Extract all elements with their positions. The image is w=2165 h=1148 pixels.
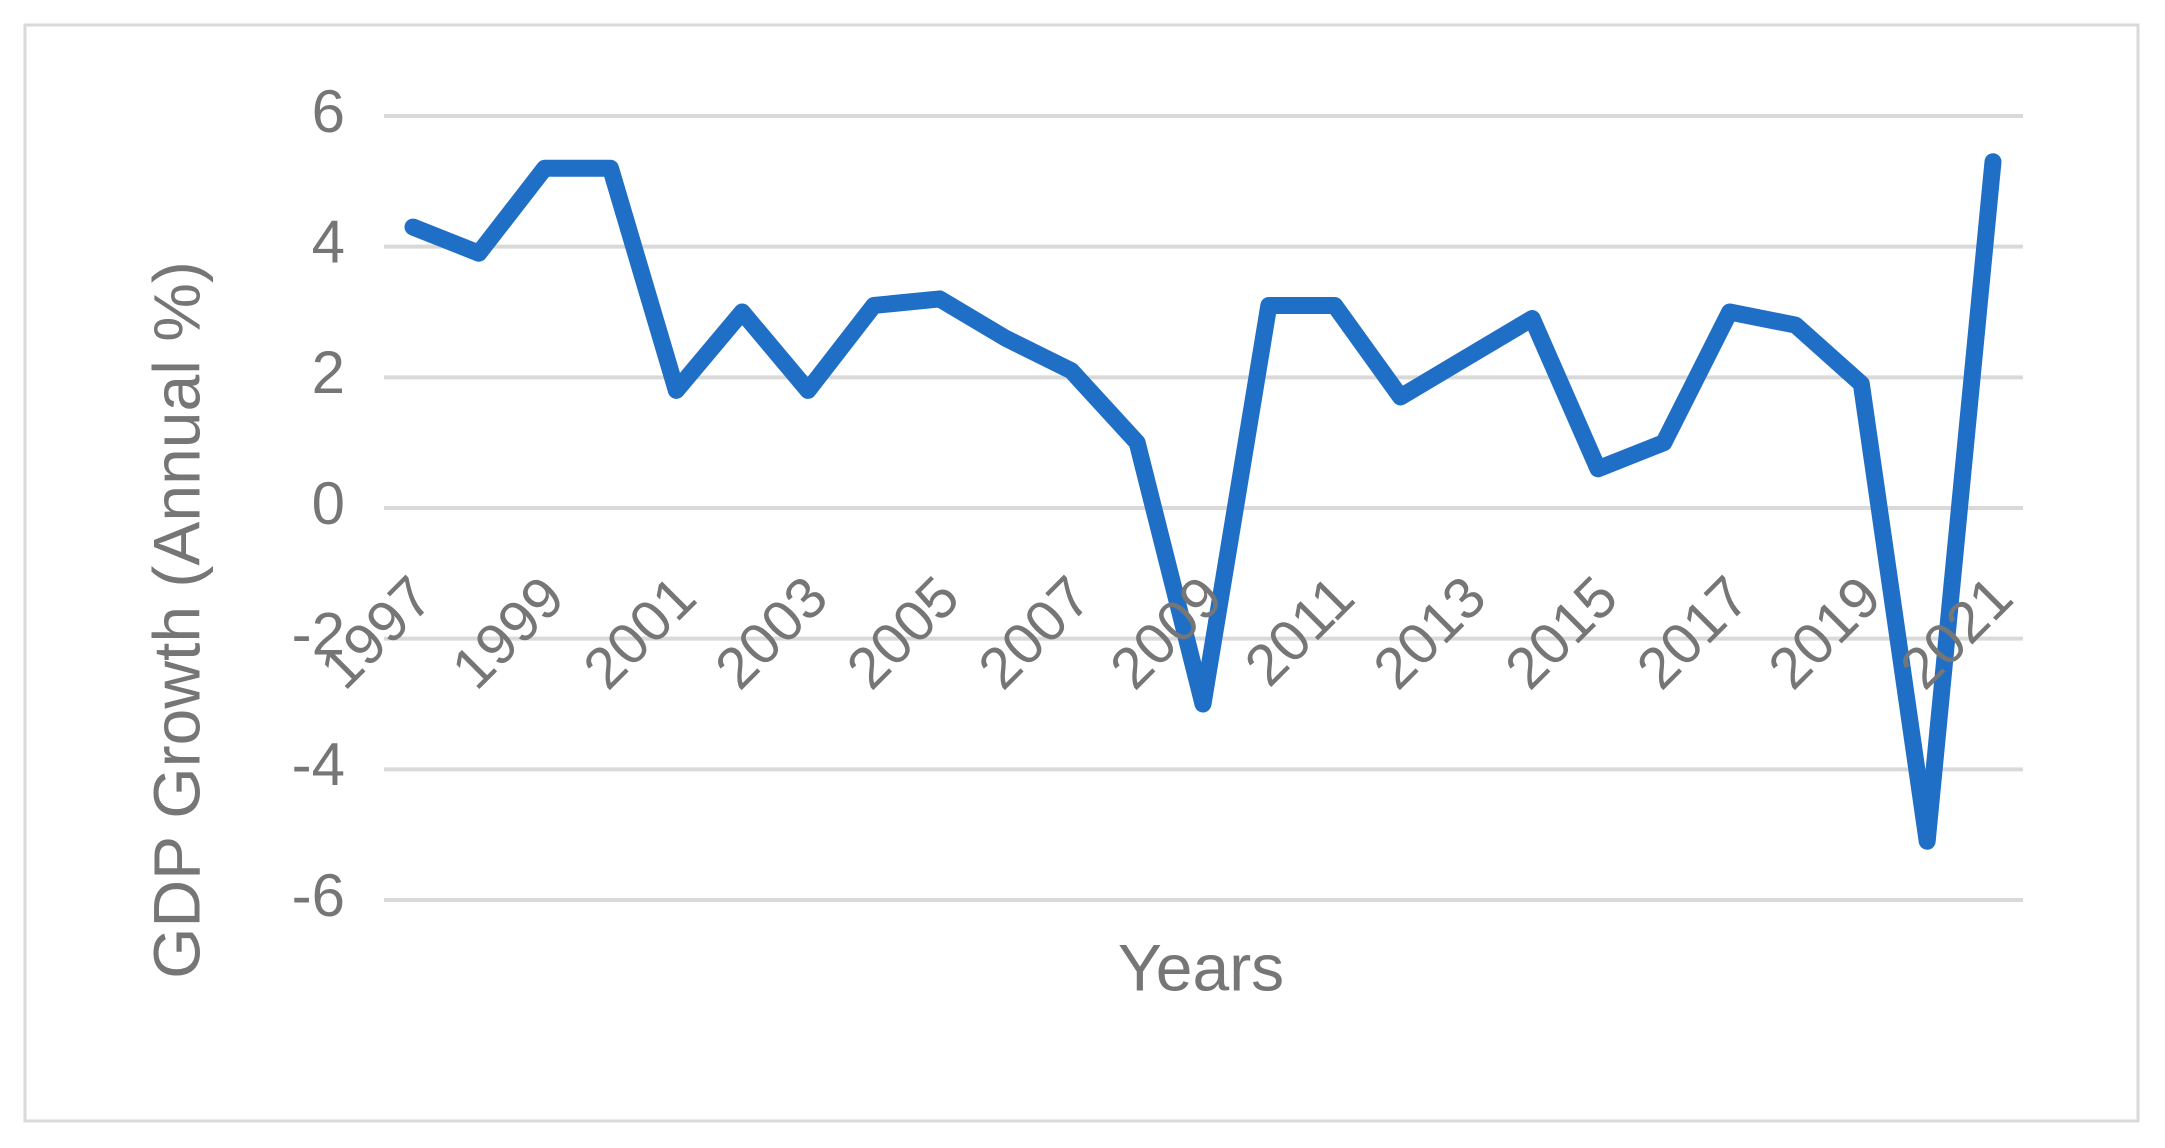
y-axis-title: GDP Growth (Annual %) xyxy=(139,261,213,979)
chart-border xyxy=(23,23,2140,1123)
y-tick-label: -4 xyxy=(292,731,345,798)
y-tick-label: -2 xyxy=(292,601,345,668)
y-tick-label: 2 xyxy=(312,339,345,406)
y-tick-label: 4 xyxy=(312,209,345,276)
grid xyxy=(384,114,2023,902)
data-line xyxy=(404,153,2002,850)
x-axis-title: Years xyxy=(1118,930,1284,1004)
y-tick-label: 6 xyxy=(312,78,345,145)
y-tick-label: -6 xyxy=(292,862,345,929)
y-tick-label: 0 xyxy=(312,470,345,537)
plot xyxy=(404,153,2002,850)
